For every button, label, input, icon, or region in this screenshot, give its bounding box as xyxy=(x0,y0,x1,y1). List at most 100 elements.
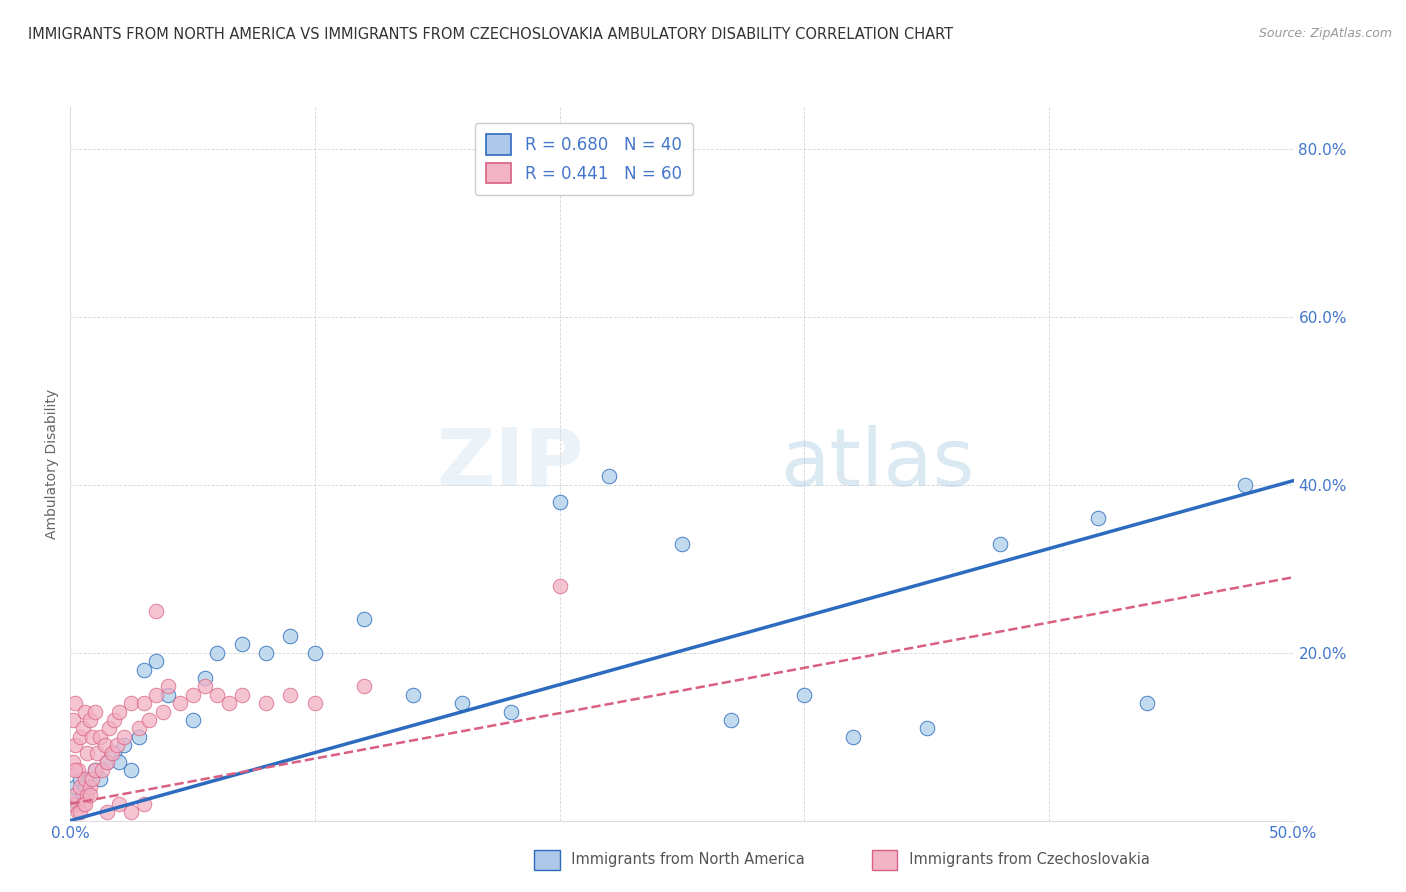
Point xyxy=(72,797,94,811)
Point xyxy=(91,764,114,778)
Point xyxy=(73,705,96,719)
Point xyxy=(63,780,86,794)
Point xyxy=(121,764,143,778)
Point xyxy=(132,696,155,710)
Point xyxy=(671,536,693,550)
Point xyxy=(915,721,938,735)
Point xyxy=(121,805,143,820)
Point xyxy=(96,755,118,769)
Point xyxy=(194,671,217,685)
Point xyxy=(254,696,277,710)
Point xyxy=(101,747,124,761)
Point xyxy=(69,780,91,794)
Point xyxy=(181,713,204,727)
Text: Immigrants from Czechoslovakia: Immigrants from Czechoslovakia xyxy=(900,853,1150,867)
Point xyxy=(62,713,84,727)
Point xyxy=(89,772,111,786)
Point xyxy=(205,646,228,660)
Point xyxy=(66,797,89,811)
Point xyxy=(108,755,131,769)
Point xyxy=(988,536,1011,550)
Point xyxy=(73,772,96,786)
Point xyxy=(793,688,815,702)
Point xyxy=(86,747,108,761)
Point xyxy=(96,755,118,769)
Point xyxy=(63,764,86,778)
Point xyxy=(76,789,98,803)
Point xyxy=(1087,511,1109,525)
Point xyxy=(194,679,217,693)
Point xyxy=(304,696,326,710)
Point xyxy=(548,494,571,508)
Point xyxy=(145,654,167,668)
Point xyxy=(842,730,865,744)
Point xyxy=(83,705,105,719)
Text: atlas: atlas xyxy=(780,425,974,503)
Point xyxy=(548,578,571,592)
Point xyxy=(69,772,91,786)
Point xyxy=(73,797,96,811)
Point xyxy=(720,713,742,727)
Point xyxy=(62,789,84,803)
Point xyxy=(83,764,105,778)
Point xyxy=(93,738,115,752)
Text: IMMIGRANTS FROM NORTH AMERICA VS IMMIGRANTS FROM CZECHOSLOVAKIA AMBULATORY DISAB: IMMIGRANTS FROM NORTH AMERICA VS IMMIGRA… xyxy=(28,27,953,42)
Point xyxy=(73,780,96,794)
Point xyxy=(79,780,101,794)
Legend: R = 0.680   N = 40, R = 0.441   N = 60: R = 0.680 N = 40, R = 0.441 N = 60 xyxy=(475,122,693,194)
Point xyxy=(280,629,302,643)
Point xyxy=(145,688,167,702)
Point xyxy=(76,747,98,761)
Text: ZIP: ZIP xyxy=(437,425,583,503)
Point xyxy=(157,679,180,693)
Point xyxy=(254,646,277,660)
Point xyxy=(121,696,143,710)
Point xyxy=(83,764,105,778)
Point xyxy=(181,688,204,702)
Point xyxy=(231,688,253,702)
Point xyxy=(218,696,240,710)
Point xyxy=(69,730,91,744)
Point xyxy=(1136,696,1159,710)
Point xyxy=(231,637,253,651)
Point xyxy=(132,663,155,677)
Y-axis label: Ambulatory Disability: Ambulatory Disability xyxy=(45,389,59,539)
Point xyxy=(152,705,174,719)
Point xyxy=(112,738,135,752)
Point xyxy=(108,705,131,719)
Point xyxy=(66,805,89,820)
Point xyxy=(103,747,125,761)
Point xyxy=(353,612,375,626)
Point xyxy=(103,713,125,727)
Point xyxy=(304,646,326,660)
Point xyxy=(69,805,91,820)
Point xyxy=(205,688,228,702)
Point xyxy=(157,688,180,702)
Point xyxy=(82,772,104,786)
Point xyxy=(98,721,121,735)
Point xyxy=(112,730,135,744)
Point xyxy=(63,738,86,752)
Point xyxy=(62,755,84,769)
Point xyxy=(105,738,128,752)
Point xyxy=(145,604,167,618)
Point xyxy=(72,789,94,803)
Point xyxy=(128,721,150,735)
Point xyxy=(72,721,94,735)
Point xyxy=(499,705,522,719)
Point xyxy=(62,797,84,811)
Point xyxy=(450,696,472,710)
Text: Immigrants from North America: Immigrants from North America xyxy=(562,853,806,867)
Point xyxy=(353,679,375,693)
Point xyxy=(82,730,104,744)
Point xyxy=(1233,478,1256,492)
Point xyxy=(63,696,86,710)
Text: Source: ZipAtlas.com: Source: ZipAtlas.com xyxy=(1258,27,1392,40)
Point xyxy=(79,772,101,786)
Point xyxy=(63,789,86,803)
Point xyxy=(79,713,101,727)
Point xyxy=(96,805,118,820)
Point xyxy=(598,469,620,483)
Point xyxy=(89,730,111,744)
Point xyxy=(128,730,150,744)
